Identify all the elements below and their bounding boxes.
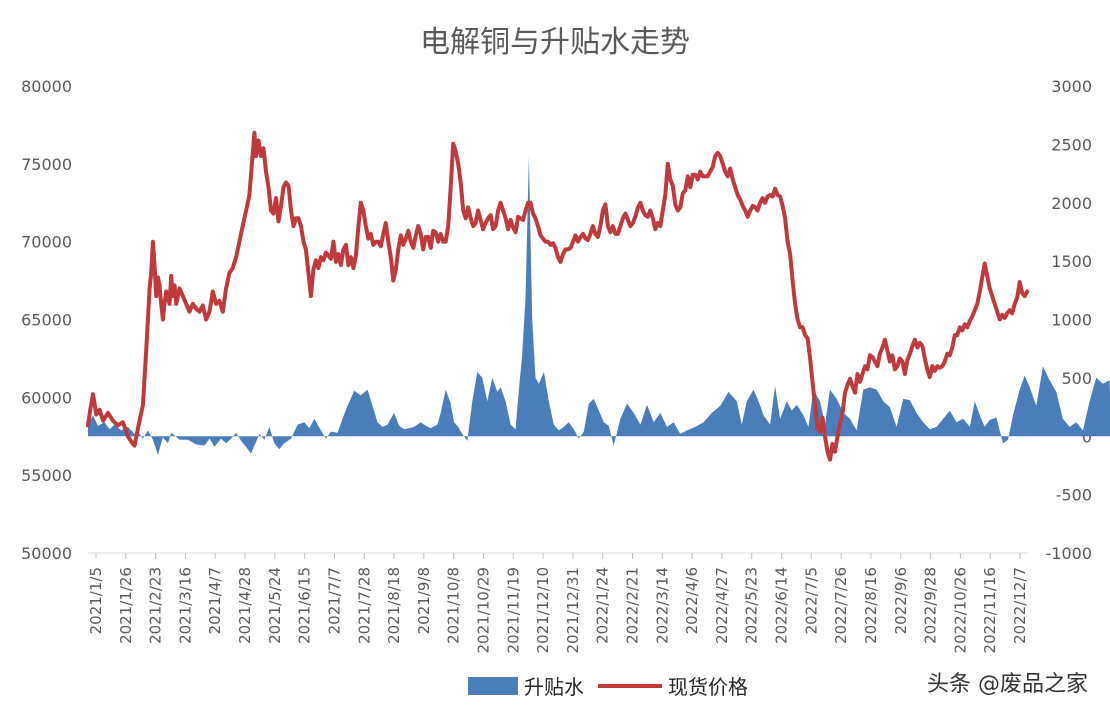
x-tick-label: 2021/9/8 bbox=[415, 567, 433, 634]
y-right-tick-label: -500 bbox=[1056, 486, 1092, 505]
x-tick-label: 2022/6/14 bbox=[773, 567, 791, 644]
y-right-tick-label: 1500 bbox=[1051, 252, 1092, 271]
y-left-tick-label: 80000 bbox=[21, 77, 72, 96]
x-tick-label: 2022/11/16 bbox=[981, 567, 999, 653]
y-left-tick-label: 50000 bbox=[21, 544, 72, 563]
x-tick-label: 2022/10/26 bbox=[951, 567, 969, 653]
x-tick-label: 2022/9/28 bbox=[922, 567, 940, 644]
y-right-tick-label: -1000 bbox=[1046, 544, 1093, 563]
y-left-tick-label: 70000 bbox=[21, 233, 72, 252]
y-left-tick-label: 60000 bbox=[21, 388, 72, 407]
x-tick-label: 2022/4/27 bbox=[713, 567, 731, 644]
x-tick-label: 2022/3/14 bbox=[653, 567, 671, 644]
x-tick-label: 2022/1/24 bbox=[594, 567, 612, 644]
x-tick-label: 2021/12/31 bbox=[564, 567, 582, 653]
x-tick-label: 2021/6/15 bbox=[296, 567, 314, 644]
x-tick-label: 2021/1/5 bbox=[87, 567, 105, 634]
x-tick-label: 2022/5/23 bbox=[743, 567, 761, 644]
x-tick-label: 2022/9/6 bbox=[892, 567, 910, 634]
x-tick-label: 2021/4/7 bbox=[206, 567, 224, 634]
x-tick-label: 2021/4/28 bbox=[236, 567, 254, 644]
x-tick-label: 2021/10/29 bbox=[474, 567, 492, 653]
x-tick-label: 2021/7/28 bbox=[355, 567, 373, 644]
price-line-layer bbox=[86, 130, 1030, 462]
chart-title: 电解铜与升贴水走势 bbox=[420, 25, 690, 60]
y-right-tick-label: 2000 bbox=[1051, 194, 1092, 213]
watermark: 头条 @废品之家 bbox=[927, 672, 1088, 697]
y-right-tick-label: 1000 bbox=[1051, 311, 1092, 330]
x-tick-label: 2021/7/7 bbox=[325, 567, 343, 634]
x-tick-label: 2021/5/24 bbox=[266, 567, 284, 644]
y-right-tick-label: 3000 bbox=[1051, 77, 1092, 96]
y-right-tick-label: 500 bbox=[1061, 369, 1092, 388]
x-tick-label: 2021/12/10 bbox=[534, 567, 552, 653]
y-left-tick-label: 75000 bbox=[21, 155, 72, 174]
y-right-tick-label: 2500 bbox=[1051, 135, 1092, 154]
x-tick-label: 2022/8/16 bbox=[862, 567, 880, 644]
x-tick-label: 2021/10/8 bbox=[445, 567, 463, 644]
legend-swatch-premium bbox=[468, 677, 518, 695]
x-tick-label: 2021/3/16 bbox=[176, 567, 194, 644]
spot-price-line bbox=[86, 130, 1030, 462]
x-tick-label: 2022/12/7 bbox=[1011, 567, 1029, 644]
x-tick-label: 2021/11/19 bbox=[504, 567, 522, 653]
legend-label-premium: 升贴水 bbox=[524, 675, 584, 699]
y-right-tick-label: 0 bbox=[1082, 427, 1092, 446]
legend: 升贴水 现货价格 bbox=[468, 675, 748, 699]
y-left-tick-label: 55000 bbox=[21, 466, 72, 485]
x-tick-label: 2022/7/26 bbox=[832, 567, 850, 644]
y-left-tick-label: 65000 bbox=[21, 311, 72, 330]
y-axis-right: 3000 2500 2000 1500 1000 500 0 -500 -1000 bbox=[1046, 77, 1093, 563]
legend-label-price: 现货价格 bbox=[668, 675, 748, 699]
x-tick-label: 2022/4/6 bbox=[683, 567, 701, 634]
x-axis: 2021/1/5 2021/1/26 2021/2/23 2021/3/16 2021/… bbox=[87, 553, 1029, 653]
x-tick-label: 2021/1/26 bbox=[117, 567, 135, 644]
y-axis-left: 80000 75000 70000 65000 60000 55000 50000 bbox=[21, 77, 72, 563]
x-tick-label: 2022/7/5 bbox=[802, 567, 820, 634]
x-tick-label: 2022/2/21 bbox=[624, 567, 642, 644]
x-tick-label: 2021/8/18 bbox=[385, 567, 403, 644]
x-tick-label: 2021/2/23 bbox=[147, 567, 165, 644]
